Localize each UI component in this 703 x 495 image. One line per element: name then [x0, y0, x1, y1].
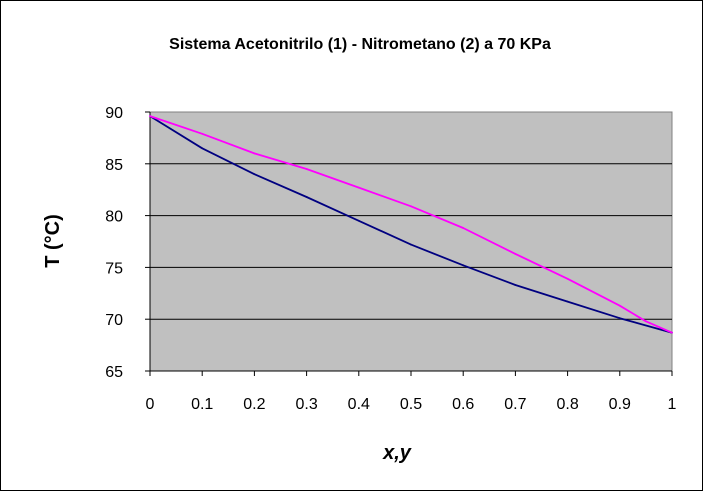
data-point-series-1 [462, 264, 465, 267]
y-tick-label: 75 [105, 260, 123, 277]
data-point-series-1 [618, 317, 621, 320]
series-group [149, 115, 673, 334]
y-tick-label: 85 [105, 157, 123, 174]
data-point-series-1 [305, 196, 308, 198]
y-tick-labels: 65 70 75 80 85 90 [105, 105, 150, 381]
y-tick-label: 90 [105, 105, 123, 122]
y-tick-label: 65 [105, 364, 123, 381]
plot-area [149, 111, 673, 372]
data-point-series-2 [253, 152, 256, 155]
data-point-series-1 [410, 243, 412, 246]
x-tick-label: 0.7 [504, 396, 526, 413]
chart-title: Sistema Acetonitrilo (1) - Nitrometano (… [169, 36, 551, 53]
x-tick-label: 0.8 [556, 396, 578, 413]
x-tick-labels: 0 0.1 0.2 0.3 0.4 0.5 0.6 0.7 0.8 0.9 1 [146, 371, 677, 413]
x-tick-label: 0.4 [348, 396, 370, 413]
data-point-series-2 [566, 277, 569, 280]
data-point-series-2 [201, 132, 204, 135]
x-tick-label: 0.1 [191, 396, 213, 413]
x-tick-label: 0 [146, 396, 155, 413]
data-point-series-2 [462, 227, 465, 229]
data-point-series-2 [410, 205, 412, 208]
data-point-series-2 [645, 320, 647, 323]
x-tick-label: 0.3 [295, 396, 317, 413]
data-point-series-2 [357, 186, 360, 189]
data-point-series-1 [566, 300, 569, 303]
data-point-series-1 [201, 147, 204, 150]
y-tick-label: 80 [105, 209, 123, 226]
data-point-series-2 [149, 115, 151, 118]
data-point-series-2 [671, 331, 673, 334]
series-line-2 [149, 115, 673, 334]
x-tick-label: 0.2 [243, 396, 265, 413]
data-point-series-1 [253, 173, 256, 176]
x-tick-label: 1 [668, 396, 677, 413]
grid-lines [150, 163, 672, 320]
data-point-series-2 [618, 304, 621, 307]
data-point-series-2 [514, 253, 517, 255]
data-point-series-1 [357, 219, 360, 222]
x-tick-label: 0.9 [609, 396, 631, 413]
x-tick-label: 0.5 [400, 396, 422, 413]
y-tick-label: 70 [105, 312, 123, 329]
x-axis-label: x,y [382, 442, 412, 464]
x-tick-label: 0.6 [452, 396, 474, 413]
data-point-series-1 [514, 284, 517, 286]
data-point-series-2 [305, 168, 308, 170]
y-axis-label: T (°C) [42, 214, 64, 268]
